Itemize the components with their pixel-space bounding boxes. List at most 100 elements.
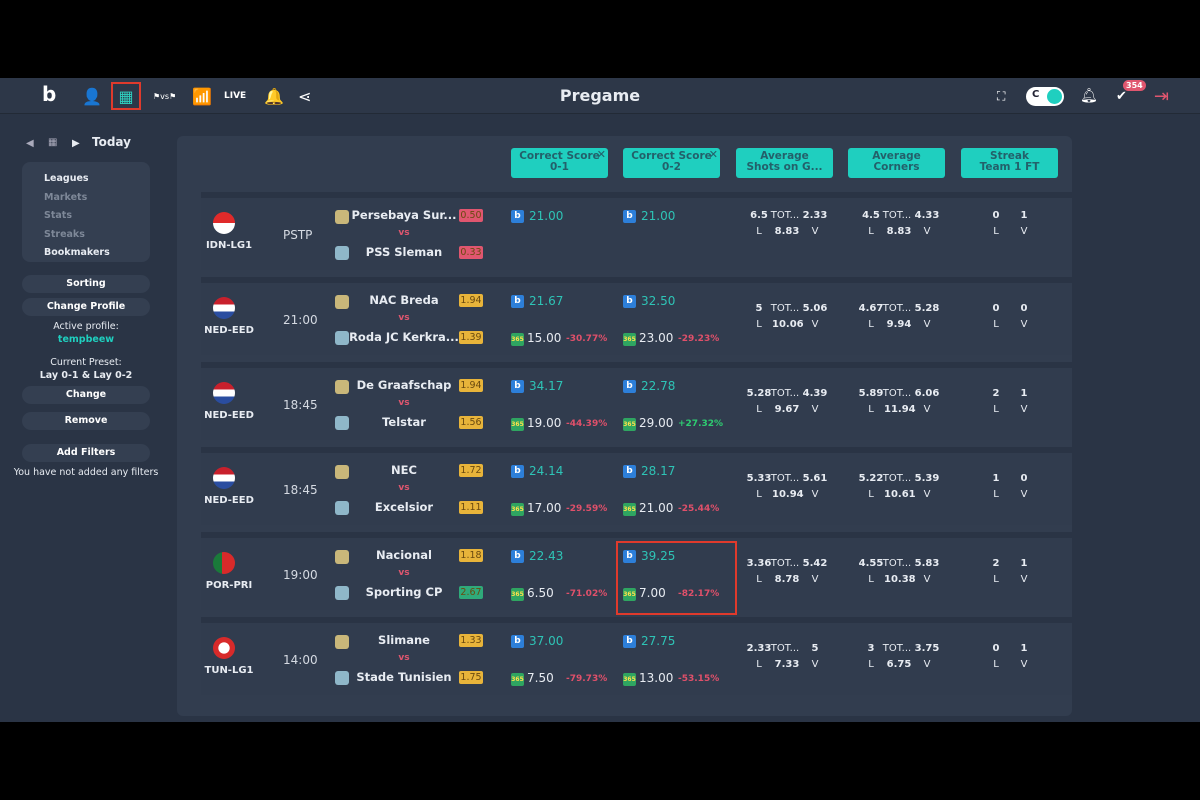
home-team[interactable]: NEC bbox=[391, 463, 417, 477]
match-row[interactable]: NED-EED 18:45 NEC vs Excelsior 1.72 1.11 b 24.14… bbox=[201, 447, 1072, 525]
match-row[interactable]: NED-EED 21:00 NAC Breda vs Roda JC Kerkra...… bbox=[201, 277, 1072, 355]
preset-label: Current Preset: bbox=[50, 357, 122, 368]
live-button[interactable]: LIVE bbox=[224, 91, 247, 101]
bet365-odds[interactable]: 7.50 bbox=[527, 671, 554, 685]
home-team[interactable]: De Graafschap bbox=[356, 378, 452, 392]
versus-icon[interactable]: ⚑vs⚑ bbox=[153, 91, 177, 101]
presentation-icon[interactable]: ⛶ bbox=[997, 88, 1006, 103]
betfair-odds[interactable]: 39.25 bbox=[641, 549, 676, 563]
change-profile-button[interactable]: Change Profile bbox=[22, 298, 150, 316]
sorting-button[interactable]: Sorting bbox=[22, 275, 150, 293]
betfair-icon: b bbox=[623, 465, 636, 478]
filter-leagues[interactable]: Leagues bbox=[44, 173, 89, 184]
calendar-small-icon[interactable]: ▦ bbox=[48, 137, 58, 148]
home-label: L bbox=[756, 226, 762, 237]
corners-away: 4.33 bbox=[914, 210, 940, 221]
betfair-odds[interactable]: 22.43 bbox=[529, 549, 564, 563]
home-team[interactable]: Persebaya Sur... bbox=[351, 208, 457, 222]
betfair-odds[interactable]: 22.78 bbox=[641, 379, 676, 393]
away-label: V bbox=[811, 659, 819, 670]
column-header[interactable]: Average Corners bbox=[848, 148, 945, 178]
away-odds-badge: 1.11 bbox=[459, 501, 483, 514]
column-header[interactable]: Average Shots on G... bbox=[736, 148, 833, 178]
betfair-odds[interactable]: 34.17 bbox=[529, 379, 564, 393]
away-team[interactable]: Telstar bbox=[382, 415, 426, 429]
add-filters-button[interactable]: Add Filters bbox=[22, 444, 150, 462]
check-icon[interactable]: ✔ bbox=[1116, 88, 1127, 104]
shots-away: 5.42 bbox=[802, 558, 828, 569]
bell-icon[interactable]: 🔔 bbox=[264, 86, 284, 106]
corners-total-label: TOT... bbox=[882, 388, 912, 399]
app: b 👤 ▦ ⚑vs⚑ 📶 LIVE 🔔 ⋖ Pregame ⛶ C 🔔︎ ✔ 3… bbox=[0, 78, 1200, 722]
corners-total-label: TOT... bbox=[882, 210, 912, 221]
filter-stats[interactable]: Stats bbox=[44, 210, 72, 221]
logout-icon[interactable]: ⇥ bbox=[1154, 85, 1170, 107]
betfair-odds[interactable]: 28.17 bbox=[641, 464, 676, 478]
prev-day-icon[interactable]: ◀ bbox=[26, 138, 34, 149]
filter-bookmakers[interactable]: Bookmakers bbox=[44, 247, 110, 258]
away-team-logo bbox=[335, 671, 349, 685]
odds-diff-percent: -29.59% bbox=[566, 504, 608, 514]
away-team[interactable]: Excelsior bbox=[374, 500, 434, 514]
change-button[interactable]: Change bbox=[22, 386, 150, 404]
active-profile-label: Active profile: bbox=[53, 321, 119, 332]
bet365-odds[interactable]: 23.00 bbox=[639, 331, 674, 345]
betfair-odds[interactable]: 21.00 bbox=[529, 209, 564, 223]
away-odds-badge: 1.56 bbox=[459, 416, 483, 429]
close-icon[interactable]: ✕ bbox=[708, 148, 718, 161]
corners-home: 3 bbox=[867, 643, 875, 654]
bet365-odds[interactable]: 13.00 bbox=[639, 671, 674, 685]
away-odds-badge: 2.67 bbox=[459, 586, 483, 599]
betfair-odds[interactable]: 27.75 bbox=[641, 634, 676, 648]
home-odds-badge: 1.33 bbox=[459, 634, 483, 647]
corners-home: 5.22 bbox=[858, 473, 884, 484]
logo-icon[interactable]: b bbox=[42, 82, 57, 106]
betfair-odds[interactable]: 24.14 bbox=[529, 464, 564, 478]
home-team[interactable]: NAC Breda bbox=[369, 293, 439, 307]
betfair-odds[interactable]: 32.50 bbox=[641, 294, 676, 308]
theme-toggle[interactable]: C bbox=[1026, 87, 1064, 106]
away-team[interactable]: PSS Sleman bbox=[365, 245, 443, 259]
away-team[interactable]: Roda JC Kerkra... bbox=[349, 330, 459, 344]
home-label: L bbox=[868, 319, 874, 330]
corners-total-label: TOT... bbox=[882, 643, 912, 654]
filter-markets[interactable]: Markets bbox=[44, 191, 88, 203]
shots-total: 8.78 bbox=[774, 574, 800, 585]
column-header[interactable]: Correct Score 0-1 ✕ bbox=[511, 148, 608, 178]
home-team[interactable]: Nacional bbox=[376, 548, 432, 562]
match-row[interactable]: IDN-LG1 PSTP Persebaya Sur... vs PSS Sleman 0… bbox=[201, 192, 1072, 270]
remove-button[interactable]: Remove bbox=[22, 412, 150, 430]
betfair-odds[interactable]: 21.67 bbox=[529, 294, 564, 308]
streak-home: 1 bbox=[992, 473, 1000, 484]
home-team[interactable]: Slimane bbox=[378, 633, 430, 647]
bell-outline-icon[interactable]: 🔔︎ bbox=[1080, 88, 1098, 104]
bet365-odds[interactable]: 29.00 bbox=[639, 416, 674, 430]
chart-icon[interactable]: 📶 bbox=[192, 86, 212, 106]
betfair-odds[interactable]: 37.00 bbox=[529, 634, 564, 648]
close-icon[interactable]: ✕ bbox=[596, 148, 606, 161]
next-day-icon[interactable]: ▶ bbox=[72, 138, 80, 149]
bet365-odds[interactable]: 15.00 bbox=[527, 331, 562, 345]
bet365-odds[interactable]: 6.50 bbox=[527, 586, 554, 600]
match-row[interactable]: POR-PRI 19:00 Nacional vs Sporting CP 1.18 2.6… bbox=[201, 532, 1072, 615]
column-header[interactable]: Streak Team 1 FT bbox=[961, 148, 1058, 178]
away-team[interactable]: Stade Tunisien bbox=[356, 670, 452, 684]
bet365-odds[interactable]: 17.00 bbox=[527, 501, 562, 515]
streak-home: 0 bbox=[992, 643, 1000, 654]
betfair-odds[interactable]: 21.00 bbox=[641, 209, 676, 223]
flag-icon bbox=[213, 552, 235, 574]
share-icon[interactable]: ⋖ bbox=[298, 86, 312, 106]
away-team-logo bbox=[335, 416, 349, 430]
kickoff-time: 14:00 bbox=[283, 653, 318, 667]
match-row[interactable]: TUN-LG1 14:00 Slimane vs Stade Tunisien 1.33 1… bbox=[201, 617, 1072, 695]
match-row[interactable]: NED-EED 18:45 De Graafschap vs Telstar 1.94 1.… bbox=[201, 362, 1072, 440]
corners-total: 6.75 bbox=[886, 659, 912, 670]
bet365-odds[interactable]: 21.00 bbox=[639, 501, 674, 515]
column-header[interactable]: Correct Score 0-2 ✕ bbox=[623, 148, 720, 178]
bet365-odds[interactable]: 7.00 bbox=[639, 586, 666, 600]
filter-streaks[interactable]: Streaks bbox=[44, 228, 85, 240]
away-team[interactable]: Sporting CP bbox=[365, 585, 443, 599]
bet365-odds[interactable]: 19.00 bbox=[527, 416, 562, 430]
users-icon[interactable]: 👤 bbox=[82, 86, 102, 106]
calendar-icon[interactable]: ▦ bbox=[111, 82, 141, 110]
